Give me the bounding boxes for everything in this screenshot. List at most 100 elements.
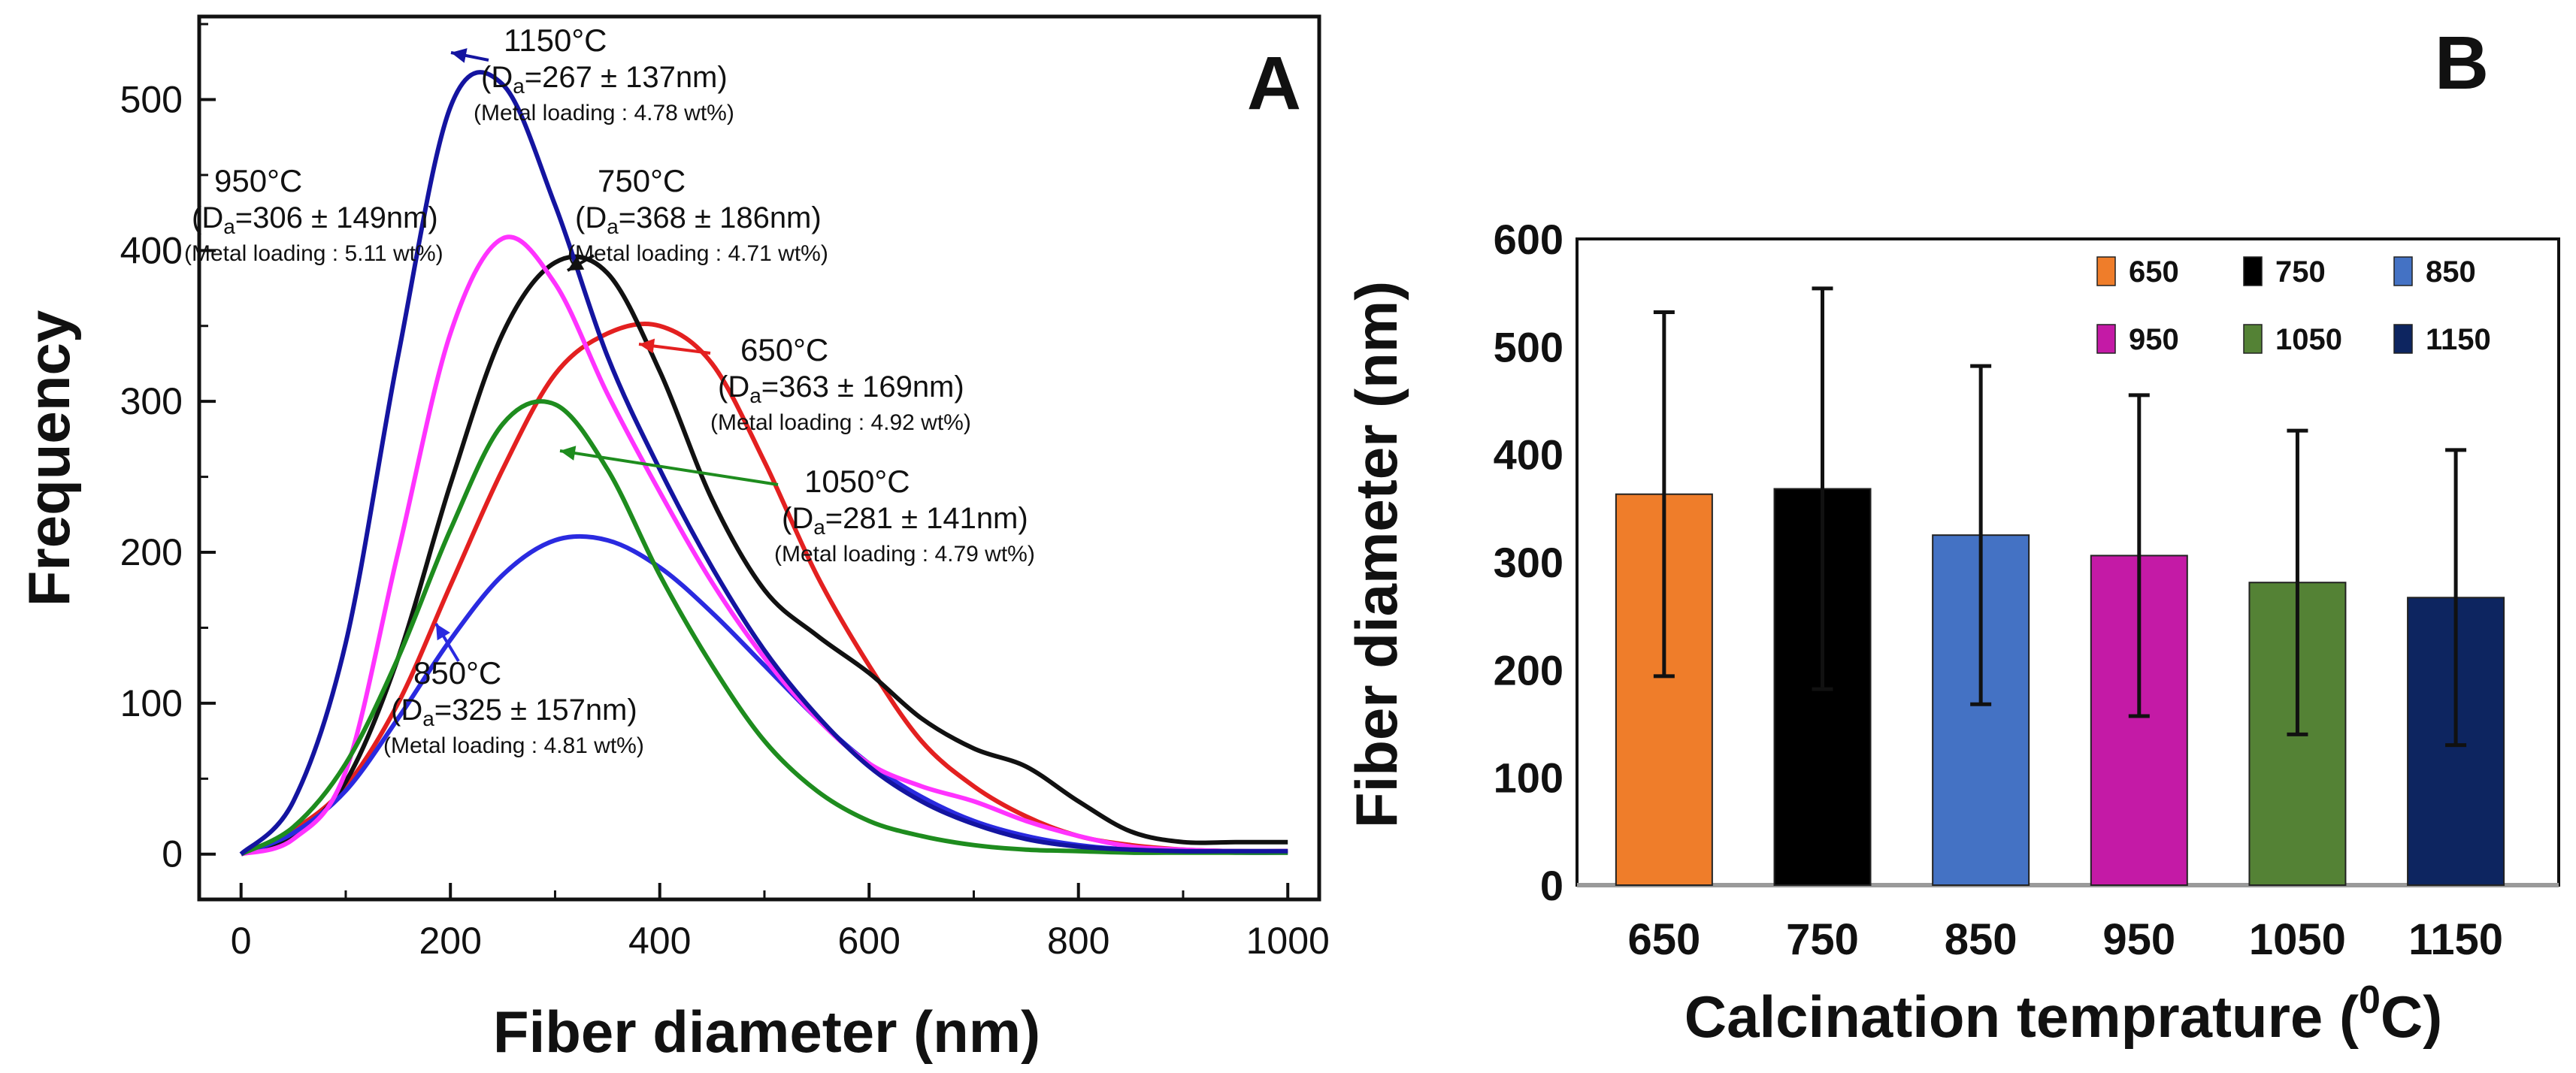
y-tick-label-0: 0 bbox=[162, 833, 183, 875]
panel-a-series bbox=[239, 70, 1288, 857]
panel-a: A 0 200 400 600 800 1000 0 100 200 300 400 500 650°… bbox=[16, 14, 1330, 1065]
annotation-diameter: (Da=363 ± 169nm) bbox=[718, 370, 964, 407]
annotation-diameter-value: =325 ± 157nm) bbox=[434, 694, 637, 727]
legend-swatch-1150 bbox=[2393, 324, 2413, 354]
annotation-diameter-value: =368 ± 186nm) bbox=[619, 201, 822, 234]
bar-group-750: 750 bbox=[1773, 286, 1872, 964]
legend-label-850: 850 bbox=[2426, 255, 2476, 289]
y-tick-label-3: 300 bbox=[120, 380, 183, 422]
bar-group-850: 850 bbox=[1932, 364, 2030, 964]
legend-swatch-950 bbox=[2096, 324, 2116, 354]
annotation-loading: (Metal loading : 4.79 wt%) bbox=[774, 542, 1035, 567]
b-y-tick-label-1: 100 bbox=[1494, 754, 1563, 802]
annotation-diameter-sub: a bbox=[513, 74, 525, 98]
b-y-tick-label-5: 500 bbox=[1494, 323, 1563, 370]
annotation-diameter: (Da=325 ± 157nm) bbox=[391, 694, 637, 730]
bar-group-950: 950 bbox=[2090, 393, 2188, 964]
annotation-950c: 950°C(Da=306 ± 149nm) (Metal loading : 5.… bbox=[184, 163, 443, 266]
x-tick-label-2: 400 bbox=[628, 920, 691, 962]
legend-label-1050: 1050 bbox=[2275, 323, 2342, 356]
x-tick-label-5: 1000 bbox=[1246, 920, 1330, 962]
series-line-1150c bbox=[239, 70, 1288, 856]
b-y-tick-label-2: 200 bbox=[1494, 646, 1563, 694]
annotation-1050c: 1050°C(Da=281 ± 141nm) (Metal loading : 4… bbox=[559, 446, 1035, 567]
annotation-diameter: (Da=368 ± 186nm) bbox=[575, 201, 822, 238]
bar-group-1050: 1050 bbox=[2248, 428, 2347, 964]
legend-label-1150: 1150 bbox=[2426, 323, 2491, 356]
annotation-diameter-open: (D bbox=[782, 502, 813, 535]
annotation-diameter-open: (D bbox=[391, 694, 422, 727]
annotation-arrow-head bbox=[436, 624, 450, 641]
annotation-arrow-line bbox=[559, 449, 779, 486]
annotation-diameter: (Da=267 ± 137nm) bbox=[481, 61, 728, 98]
annotation-loading: (Metal loading : 5.11 wt%) bbox=[184, 241, 443, 266]
b-x-tick-label-750: 750 bbox=[1786, 915, 1859, 964]
annotation-diameter-open: (D bbox=[481, 61, 513, 94]
annotation-loading: (Metal loading : 4.81 wt%) bbox=[383, 733, 644, 758]
annotation-temp: 1050°C bbox=[804, 464, 910, 499]
x-tick-label-3: 600 bbox=[837, 920, 900, 962]
annotation-diameter-value: =306 ± 149nm) bbox=[235, 201, 438, 234]
annotation-arrow-head bbox=[568, 256, 585, 271]
annotation-diameter: (Da=306 ± 149nm) bbox=[192, 201, 438, 238]
annotation-loading: (Metal loading : 4.71 wt%) bbox=[568, 241, 828, 266]
legend-label-650: 650 bbox=[2129, 255, 2179, 289]
annotation-diameter-sub: a bbox=[422, 707, 434, 730]
annotation-arrow-head bbox=[451, 48, 468, 63]
series-line-950c bbox=[240, 234, 1288, 857]
legend-swatch-650 bbox=[2096, 256, 2116, 286]
b-x-tick-label-850: 850 bbox=[1945, 915, 2018, 964]
b-y-tick-label-0: 0 bbox=[1540, 862, 1563, 909]
bar-group-650: 650 bbox=[1615, 310, 1713, 964]
annotation-temp: 650°C bbox=[740, 332, 828, 367]
annotation-diameter-open: (D bbox=[718, 370, 749, 404]
annotation-temp: 950°C bbox=[214, 163, 302, 198]
annotation-diameter: (Da=281 ± 141nm) bbox=[782, 502, 1028, 539]
b-x-tick-label-650: 650 bbox=[1627, 915, 1700, 964]
legend-label-950: 950 bbox=[2129, 323, 2179, 356]
panel-a-axes: 0 200 400 600 800 1000 0 100 200 300 400 500 bbox=[120, 23, 1330, 962]
y-tick-label-5: 500 bbox=[120, 78, 183, 120]
legend-swatch-850 bbox=[2393, 256, 2413, 286]
panel-a-label: A bbox=[1247, 41, 1301, 125]
legend-swatch-1050 bbox=[2243, 324, 2263, 354]
panel-b-y-axis-label: Fiber diameter (nm) bbox=[1343, 281, 1409, 828]
annotation-850c: 850°C(Da=325 ± 157nm)(Metal loading : 4.… bbox=[383, 622, 644, 758]
annotation-750c: 750°C(Da=368 ± 186nm) (Metal loading : 4.… bbox=[567, 163, 828, 272]
annotation-diameter-value: =281 ± 141nm) bbox=[825, 502, 1028, 535]
annotation-temp: 1150°C bbox=[504, 23, 607, 58]
y-tick-label-4: 400 bbox=[120, 229, 183, 271]
panel-b: B 0 100 200 300 400 500 600 650 750 850 950 1050 11… bbox=[1343, 21, 2560, 1050]
annotation-diameter-value: =267 ± 137nm) bbox=[525, 61, 728, 94]
b-x-tick-label-1050: 1050 bbox=[2249, 915, 2346, 964]
annotation-1150c: 1150°C(Da=267 ± 137nm) (Metal loading : 4… bbox=[450, 23, 734, 125]
y-tick-label-2: 200 bbox=[120, 531, 183, 573]
annotation-diameter-value: =363 ± 169nm) bbox=[761, 370, 964, 404]
annotation-temp: 750°C bbox=[598, 163, 686, 198]
annotation-650c: 650°C(Da=363 ± 169nm) (Metal loading : 4.… bbox=[638, 332, 971, 435]
panel-b-axes: 0 100 200 300 400 500 600 bbox=[1494, 216, 2559, 909]
annotation-diameter-open: (D bbox=[192, 201, 223, 234]
series-line-1050c bbox=[240, 399, 1288, 857]
legend-swatch-750 bbox=[2243, 256, 2263, 286]
panel-a-x-axis-label: Fiber diameter (nm) bbox=[493, 999, 1040, 1065]
annotation-loading: (Metal loading : 4.78 wt%) bbox=[474, 101, 734, 125]
annotation-diameter-sub: a bbox=[749, 384, 761, 407]
panel-a-y-axis-label: Frequency bbox=[16, 310, 82, 606]
panel-b-x-axis-label: Calcination temprature (0C) bbox=[1685, 978, 2442, 1050]
panel-a-annotations: 650°C(Da=363 ± 169nm)(Metal loading : 4.… bbox=[184, 23, 1035, 758]
x-tick-label-4: 800 bbox=[1047, 920, 1109, 962]
panel-b-legend: 650 750 850 950 1050 1150 bbox=[2096, 255, 2491, 356]
panel-a-plot-frame bbox=[197, 14, 1321, 902]
annotation-diameter-sub: a bbox=[223, 215, 235, 238]
x-tick-label-0: 0 bbox=[231, 920, 252, 962]
b-y-tick-label-4: 400 bbox=[1494, 431, 1563, 479]
panel-b-label: B bbox=[2435, 21, 2489, 105]
annotation-diameter-open: (D bbox=[575, 201, 607, 234]
annotation-diameter-sub: a bbox=[813, 515, 825, 539]
y-tick-label-1: 100 bbox=[120, 682, 183, 724]
annotation-arrow-head bbox=[639, 338, 655, 354]
x-tick-label-1: 200 bbox=[419, 920, 481, 962]
panel-b-bars: 650 750 850 950 1050 1150 bbox=[1615, 286, 2505, 964]
